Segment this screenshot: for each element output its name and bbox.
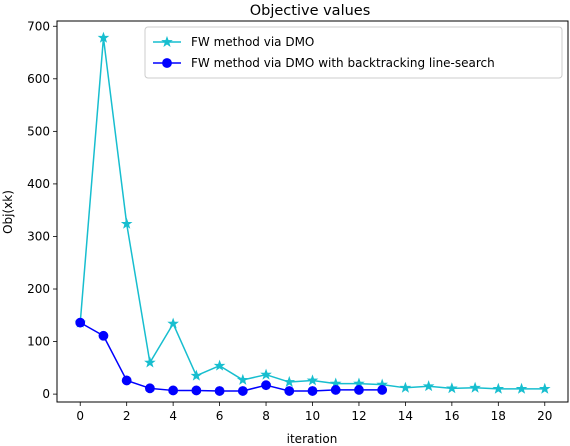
legend-marker-point xyxy=(161,35,173,47)
data-point xyxy=(284,386,295,396)
x-tick-label: 2 xyxy=(123,409,131,423)
plot-area xyxy=(74,31,551,396)
legend-label-fw-dmo-backtracking: FW method via DMO with backtracking line… xyxy=(191,56,495,70)
data-point xyxy=(260,368,272,380)
y-axis: 0 100 200 300 400 500 600 700 xyxy=(27,19,57,401)
data-point xyxy=(98,330,109,341)
data-point xyxy=(283,375,296,387)
y-tick-label: 400 xyxy=(27,177,50,191)
legend-marker-point xyxy=(162,58,172,68)
data-point xyxy=(446,382,458,394)
data-point xyxy=(422,380,435,392)
data-point xyxy=(121,375,132,386)
x-tick-label: 18 xyxy=(491,409,506,423)
data-point xyxy=(261,380,271,391)
legend-marker-fw-dmo-backtracking xyxy=(162,58,172,68)
data-point xyxy=(237,373,249,385)
y-axis-title: Obj(xk) xyxy=(1,190,15,234)
data-point xyxy=(120,217,133,229)
x-tick-label: 8 xyxy=(262,409,270,423)
legend-box xyxy=(144,26,563,79)
data-point xyxy=(213,359,226,371)
data-point xyxy=(214,386,225,396)
x-axis-title: iteration xyxy=(287,432,338,446)
legend: FW method via DMO FW method via DMO with… xyxy=(144,26,563,79)
data-point xyxy=(144,356,156,368)
x-tick-label: 0 xyxy=(76,409,84,423)
x-tick-label: 14 xyxy=(398,409,413,423)
y-tick-label: 600 xyxy=(27,72,50,86)
data-point xyxy=(469,381,481,393)
y-tick-label: 0 xyxy=(42,387,50,401)
data-point xyxy=(377,385,388,395)
y-tick-label: 100 xyxy=(27,335,50,349)
y-tick-label: 200 xyxy=(27,282,50,296)
series-0 xyxy=(74,31,551,394)
y-tick-label: 300 xyxy=(27,229,50,243)
data-point xyxy=(399,381,412,393)
series-line-0 xyxy=(79,37,545,390)
data-point xyxy=(75,317,86,328)
data-point xyxy=(168,385,179,396)
data-point xyxy=(354,385,364,395)
data-point xyxy=(538,382,551,394)
data-point xyxy=(237,386,248,396)
x-tick-label: 10 xyxy=(305,409,320,423)
x-tick-label: 4 xyxy=(169,409,177,423)
x-tick-label: 12 xyxy=(351,409,366,423)
data-point xyxy=(145,383,155,394)
data-point xyxy=(492,382,505,394)
y-tick-label: 700 xyxy=(27,19,50,33)
data-point xyxy=(515,382,528,394)
x-tick-label: 20 xyxy=(537,409,552,423)
legend-label-fw-dmo: FW method via DMO xyxy=(191,35,314,49)
chart-title: Objective values xyxy=(250,3,371,19)
legend-marker-fw-dmo xyxy=(161,35,173,47)
x-tick-label: 16 xyxy=(444,409,459,423)
data-point xyxy=(191,385,202,396)
series-1 xyxy=(75,317,388,396)
x-tick-label: 6 xyxy=(216,409,224,423)
data-point xyxy=(307,386,318,396)
data-point xyxy=(97,31,110,43)
data-point xyxy=(330,385,341,395)
y-tick-label: 500 xyxy=(27,124,50,138)
x-axis: 0 2 4 6 8 10 12 14 16 18 20 xyxy=(76,402,552,423)
data-point xyxy=(190,369,203,381)
data-point xyxy=(306,374,319,386)
data-point xyxy=(167,317,179,329)
